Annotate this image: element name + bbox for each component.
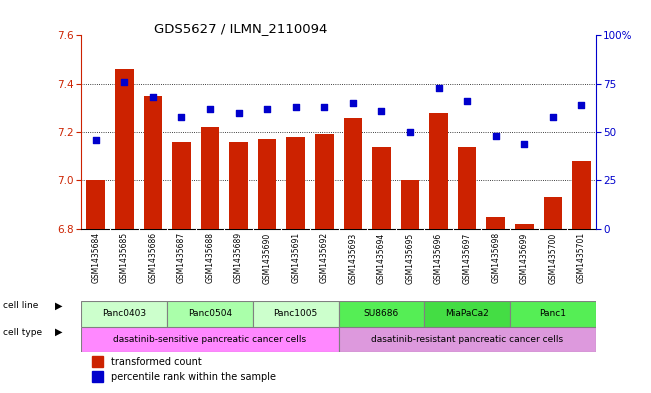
Bar xyxy=(253,301,339,327)
Bar xyxy=(81,327,339,352)
Text: GSM1435690: GSM1435690 xyxy=(262,232,271,284)
Point xyxy=(376,108,387,114)
Text: SU8686: SU8686 xyxy=(364,309,399,318)
Point xyxy=(490,133,501,139)
Bar xyxy=(115,69,133,229)
Text: GSM1435697: GSM1435697 xyxy=(463,232,471,284)
Text: Panc0403: Panc0403 xyxy=(102,309,146,318)
Text: Panc0504: Panc0504 xyxy=(188,309,232,318)
Text: GSM1435700: GSM1435700 xyxy=(548,232,557,284)
Text: percentile rank within the sample: percentile rank within the sample xyxy=(111,371,275,382)
Bar xyxy=(172,142,191,229)
Point xyxy=(434,84,444,91)
Text: GSM1435685: GSM1435685 xyxy=(120,232,129,283)
Text: GSM1435698: GSM1435698 xyxy=(491,232,500,283)
Bar xyxy=(424,301,510,327)
Point xyxy=(119,79,130,85)
Bar xyxy=(544,197,562,229)
Text: transformed count: transformed count xyxy=(111,356,201,367)
Bar xyxy=(92,356,103,367)
Point xyxy=(348,100,358,106)
Bar xyxy=(572,161,590,229)
Text: GSM1435684: GSM1435684 xyxy=(91,232,100,283)
Text: GSM1435701: GSM1435701 xyxy=(577,232,586,283)
Bar xyxy=(400,180,419,229)
Text: cell line: cell line xyxy=(3,301,38,310)
Text: dasatinib-sensitive pancreatic cancer cells: dasatinib-sensitive pancreatic cancer ce… xyxy=(113,335,307,344)
Bar xyxy=(92,371,103,382)
Bar xyxy=(339,301,424,327)
Bar xyxy=(201,127,219,229)
Text: GSM1435699: GSM1435699 xyxy=(519,232,529,284)
Text: cell type: cell type xyxy=(3,328,42,336)
Text: Panc1005: Panc1005 xyxy=(273,309,318,318)
Point xyxy=(547,114,558,120)
Bar xyxy=(87,180,105,229)
Text: GSM1435691: GSM1435691 xyxy=(291,232,300,283)
Bar xyxy=(486,217,505,229)
Point xyxy=(319,104,329,110)
Bar xyxy=(81,301,167,327)
Text: Panc1: Panc1 xyxy=(539,309,566,318)
Point xyxy=(290,104,301,110)
Text: GSM1435692: GSM1435692 xyxy=(320,232,329,283)
Point xyxy=(262,106,272,112)
Bar xyxy=(143,96,162,229)
Text: GSM1435693: GSM1435693 xyxy=(348,232,357,284)
Bar xyxy=(429,113,448,229)
Bar xyxy=(372,147,391,229)
Text: dasatinib-resistant pancreatic cancer cells: dasatinib-resistant pancreatic cancer ce… xyxy=(371,335,563,344)
Bar xyxy=(167,301,253,327)
Text: GSM1435696: GSM1435696 xyxy=(434,232,443,284)
Text: GSM1435695: GSM1435695 xyxy=(406,232,415,284)
Bar xyxy=(286,137,305,229)
Text: ▶: ▶ xyxy=(55,301,63,311)
Bar xyxy=(510,301,596,327)
Text: ▶: ▶ xyxy=(55,327,63,337)
Text: MiaPaCa2: MiaPaCa2 xyxy=(445,309,489,318)
Bar xyxy=(339,327,596,352)
Point xyxy=(233,110,243,116)
Bar xyxy=(315,134,333,229)
Point xyxy=(405,129,415,135)
Text: GSM1435694: GSM1435694 xyxy=(377,232,386,284)
Bar xyxy=(258,139,277,229)
Point xyxy=(576,102,587,108)
Point xyxy=(176,114,187,120)
Point xyxy=(519,140,529,147)
Bar xyxy=(515,224,534,229)
Point xyxy=(204,106,215,112)
Text: GSM1435687: GSM1435687 xyxy=(177,232,186,283)
Point xyxy=(462,98,472,104)
Bar xyxy=(229,142,248,229)
Text: GSM1435689: GSM1435689 xyxy=(234,232,243,283)
Point xyxy=(90,137,101,143)
Text: GDS5627 / ILMN_2110094: GDS5627 / ILMN_2110094 xyxy=(154,22,327,35)
Text: GSM1435688: GSM1435688 xyxy=(206,232,214,283)
Bar xyxy=(458,147,477,229)
Text: GSM1435686: GSM1435686 xyxy=(148,232,158,283)
Point xyxy=(148,94,158,100)
Bar xyxy=(344,118,362,229)
